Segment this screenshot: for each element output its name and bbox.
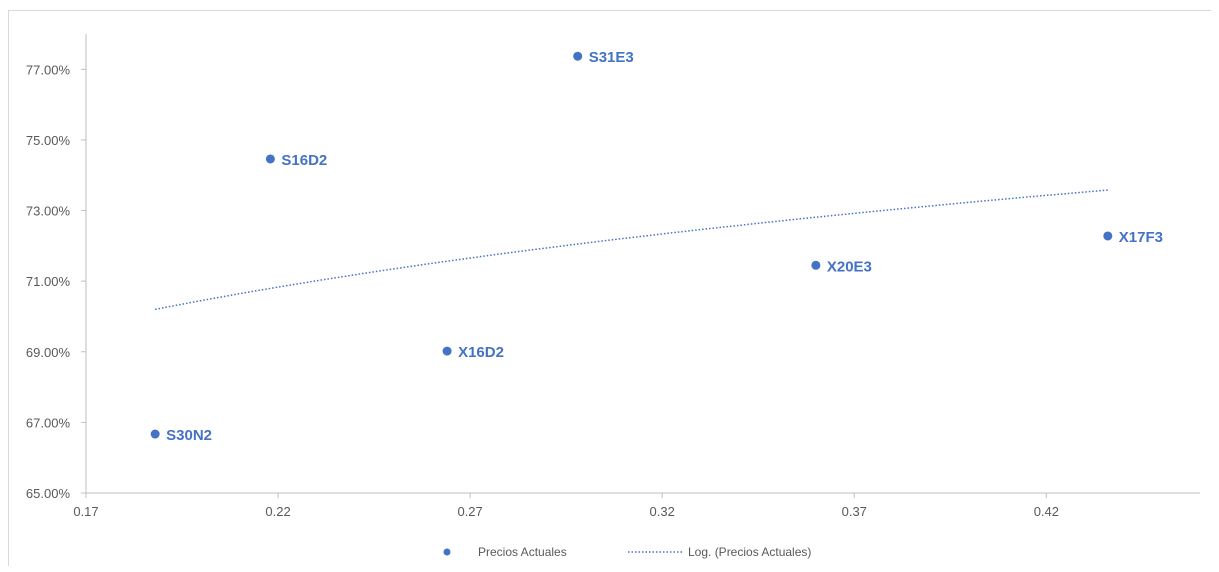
data-point-s31e3 [573, 51, 583, 61]
legend-label-precios: Precios Actuales [478, 545, 567, 559]
legend-label-trendline: Log. (Precios Actuales) [688, 545, 811, 559]
y-tick-label: 75.00% [26, 133, 71, 148]
data-label-s30n2: S30N2 [166, 427, 212, 444]
data-label-s16d2: S16D2 [281, 152, 327, 169]
y-tick-labels: 65.00% 67.00% 69.00% 71.00% 73.00% 75.00% 77.0… [26, 62, 86, 501]
data-point-x16d2 [442, 346, 452, 356]
data-label-x20e3: X20E3 [827, 258, 872, 275]
x-tick-label: 0.17 [73, 504, 98, 519]
y-tick-label: 77.00% [26, 62, 71, 77]
y-tick-label: 71.00% [26, 274, 71, 289]
data-point-s16d2 [265, 154, 275, 164]
y-tick-label: 67.00% [26, 415, 71, 430]
x-tick-label: 0.27 [457, 504, 482, 519]
x-tick-label: 0.22 [265, 504, 290, 519]
data-point-x17f3 [1103, 231, 1113, 241]
x-tick-label: 0.37 [842, 504, 867, 519]
legend: Precios Actuales Log. (Precios Actuales) [443, 545, 811, 559]
data-labels: S30N2 S16D2 X16D2 S31E3 X20E3 X17F3 [166, 49, 1163, 444]
data-point-s30n2 [150, 429, 160, 439]
y-tick-label: 69.00% [26, 345, 71, 360]
axes-group [85, 34, 1200, 494]
data-label-x17f3: X17F3 [1119, 229, 1163, 246]
y-tick-label: 65.00% [26, 486, 71, 501]
x-tick-label: 0.32 [650, 504, 675, 519]
data-points [150, 51, 1113, 439]
data-label-x16d2: X16D2 [458, 344, 504, 361]
y-tick-label: 73.00% [26, 204, 71, 219]
legend-marker-precios [443, 548, 451, 556]
x-tick-labels: 0.17 0.22 0.27 0.32 0.37 0.42 [73, 493, 1059, 519]
trendline [154, 189, 1108, 311]
x-tick-label: 0.42 [1034, 504, 1059, 519]
data-label-s31e3: S31E3 [589, 49, 634, 66]
chart-area [8, 10, 1211, 566]
data-point-x20e3 [811, 260, 821, 270]
